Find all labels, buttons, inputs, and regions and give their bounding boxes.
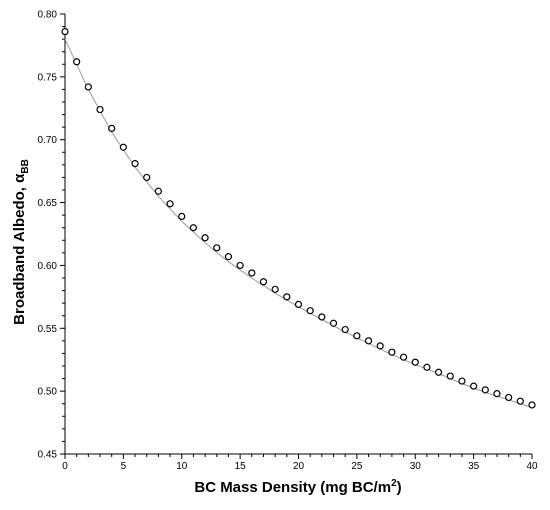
data-point — [341, 325, 349, 334]
data-point — [399, 353, 408, 361]
x-tick-label: 25 — [351, 461, 363, 472]
data-point — [376, 342, 384, 350]
y-tick-label: 0.50 — [38, 387, 58, 398]
y-tick-label: 0.75 — [38, 72, 58, 83]
data-point — [271, 285, 279, 293]
data-point — [306, 307, 314, 315]
data-point — [294, 300, 303, 308]
x-tick-label: 35 — [468, 461, 480, 472]
data-point — [493, 390, 501, 398]
x-axis-title: BC Mass Density (mg BC/m2) — [194, 478, 401, 496]
data-point — [446, 372, 454, 380]
data-point — [108, 124, 116, 132]
data-point — [458, 377, 466, 385]
data-point — [505, 393, 513, 402]
fit-curve-line — [64, 38, 533, 408]
data-point — [143, 173, 151, 182]
x-tick-label: 20 — [293, 461, 305, 472]
data-point — [84, 83, 92, 91]
y-axis-title-subscript: BB — [20, 159, 31, 173]
x-axis-title-close: ) — [397, 479, 402, 496]
data-point — [166, 200, 174, 208]
data-point — [96, 105, 104, 114]
data-point — [364, 337, 373, 345]
data-point — [248, 269, 256, 277]
data-point — [318, 313, 326, 321]
data-point — [283, 293, 291, 301]
x-tick-label: 40 — [526, 461, 538, 472]
x-tick-label: 15 — [235, 461, 247, 472]
data-point — [213, 244, 221, 252]
data-point — [516, 397, 524, 405]
y-tick-label: 0.65 — [38, 198, 58, 209]
ticks: 0 5 10 15 20 25 30 35 40 0.45 0.50 0.55 0.60 0.65 0.70… — [38, 10, 538, 473]
x-tick-label: 5 — [121, 461, 127, 472]
data-point — [329, 319, 338, 327]
data-point — [388, 348, 396, 356]
data-point — [236, 261, 244, 270]
data-point — [411, 358, 419, 366]
data-point — [61, 28, 69, 36]
x-tick-label: 10 — [176, 461, 188, 472]
y-tick-label: 0.45 — [38, 450, 58, 461]
data-point — [435, 368, 443, 376]
y-tick-label: 0.80 — [38, 10, 58, 21]
axes — [64, 14, 532, 455]
y-axis-title: Broadband Albedo, αBB — [11, 159, 31, 325]
data-point — [73, 58, 81, 66]
data-point — [470, 382, 478, 390]
x-axis-title-text: BC Mass Density (mg BC/m — [194, 479, 391, 496]
data-point — [259, 278, 268, 286]
data-points — [61, 28, 536, 409]
y-tick-label: 0.60 — [38, 261, 58, 272]
x-axis-title-superscript: 2 — [391, 478, 397, 489]
data-point — [154, 187, 162, 195]
data-point — [224, 253, 233, 261]
y-tick-label: 0.55 — [38, 324, 58, 335]
data-point — [178, 212, 186, 220]
y-axis-title-text: Broadband Albedo, α — [11, 173, 28, 325]
data-point — [201, 234, 209, 242]
fit-curve — [64, 38, 533, 408]
data-point — [423, 363, 431, 371]
x-tick-label: 30 — [410, 461, 422, 472]
data-point — [353, 332, 361, 340]
data-point — [119, 143, 127, 151]
y-tick-label: 0.70 — [38, 135, 58, 146]
data-point — [131, 160, 139, 168]
x-tick-label: 0 — [62, 461, 68, 472]
data-point — [189, 224, 198, 232]
data-point — [528, 401, 536, 409]
data-point — [481, 386, 489, 394]
